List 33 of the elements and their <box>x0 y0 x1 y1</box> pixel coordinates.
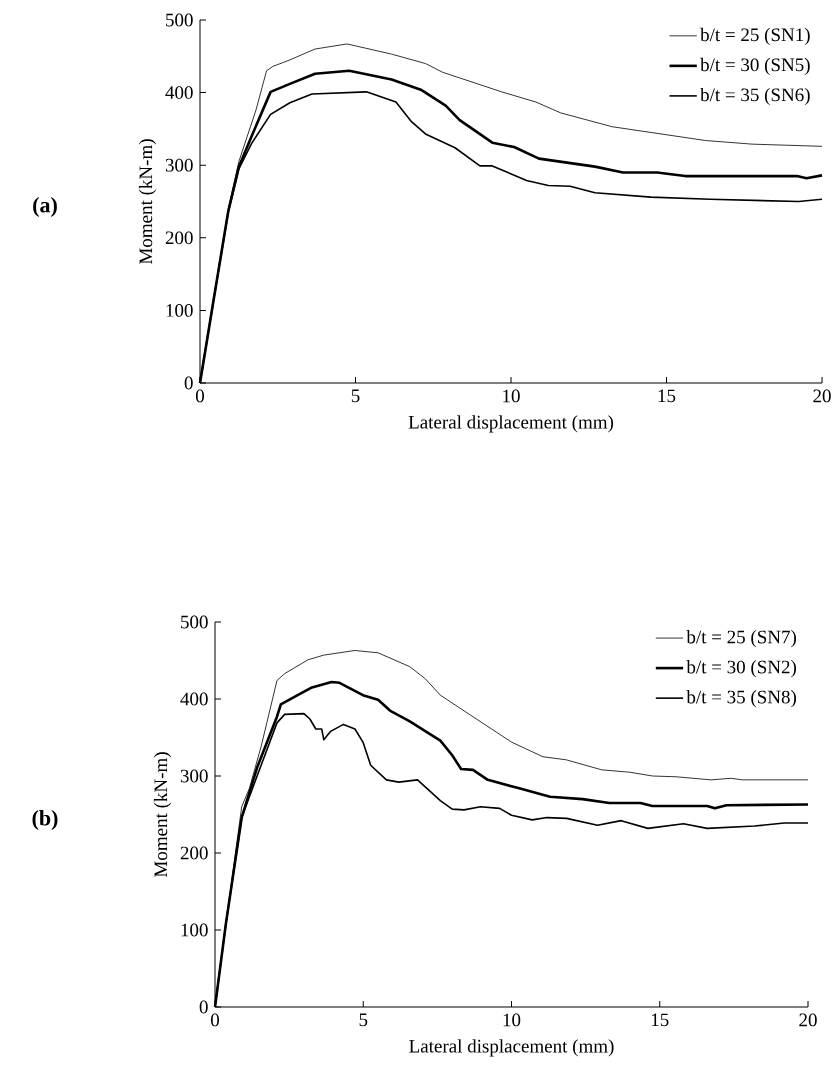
x-tick-label: 20 <box>799 1013 817 1027</box>
x-tick-label: 10 <box>503 1013 521 1027</box>
y-tick-label: 100 <box>166 303 193 317</box>
x-tick-label: 5 <box>359 1013 368 1027</box>
x-tick-label: 20 <box>813 389 831 403</box>
legend-label: b/t = 25 (SN1) <box>700 27 810 46</box>
y-axis-title: Moment (kN-m) <box>138 139 157 264</box>
y-tick-label: 200 <box>180 846 208 860</box>
y-tick-label: 400 <box>165 86 193 99</box>
y-tick-label: 100 <box>181 923 208 937</box>
legend-label: b/t = 35 (SN8) <box>686 690 797 708</box>
text: (a) <box>33 197 57 217</box>
x-tick-label: 5 <box>351 389 360 403</box>
x-tick-label: 15 <box>652 1013 669 1027</box>
text: (b) <box>32 810 58 830</box>
x-tick-label: 10 <box>503 389 520 403</box>
y-axis-title: Moment (kN-m) <box>153 752 172 878</box>
y-tick-label: 500 <box>166 13 193 27</box>
legend-label: b/t = 30 (SN5) <box>700 57 810 76</box>
x-axis-title: Lateral displacement (mm) <box>408 415 614 433</box>
y-tick-label: 200 <box>165 231 193 245</box>
y-tick-label: 300 <box>165 158 193 172</box>
y-tick-label: 400 <box>180 692 208 706</box>
x-tick-label: 0 <box>211 1013 220 1027</box>
y-tick-label: 300 <box>180 769 208 783</box>
y-tick-label: 500 <box>181 615 208 629</box>
x-tick-label: 15 <box>658 389 676 403</box>
legend-label: b/t = 30 (SN2) <box>686 660 797 678</box>
y-tick-label: 0 <box>199 1000 208 1014</box>
legend-label: b/t = 25 (SN7) <box>686 630 797 648</box>
legend-label: b/t = 35 (SN6) <box>700 87 810 106</box>
x-axis-title: Lateral displacement (mm) <box>409 1039 614 1057</box>
y-tick-label: 0 <box>184 376 193 390</box>
